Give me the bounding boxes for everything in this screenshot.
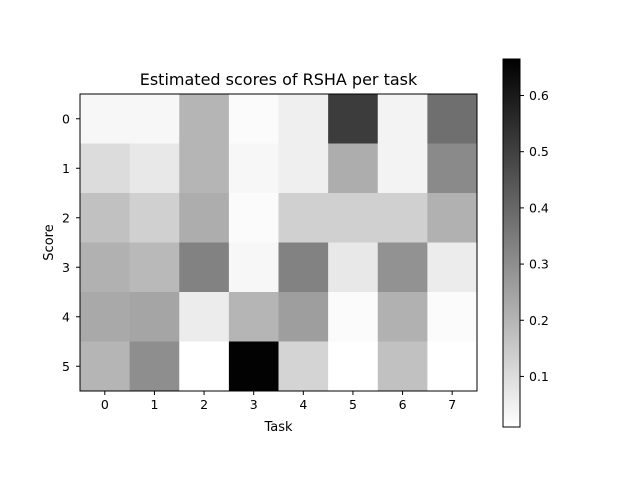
y-tick-label: 5 <box>62 359 70 374</box>
heatmap-cell <box>377 143 428 194</box>
heatmap-cell <box>377 292 428 342</box>
heatmap-cell <box>179 242 230 293</box>
x-axis-label: Task <box>263 420 293 435</box>
heatmap-cell <box>328 292 379 342</box>
y-tick-label: 0 <box>62 111 70 126</box>
heatmap-cell <box>278 193 329 243</box>
heatmap-cell <box>377 242 428 293</box>
heatmap-cell <box>228 292 280 342</box>
colorbar <box>502 58 521 428</box>
heatmap-cell <box>427 292 478 342</box>
heatmap-cell <box>427 242 478 293</box>
heatmap-cell <box>228 242 280 293</box>
heatmap-cell <box>129 341 180 392</box>
y-axis-ticks: 0 1 2 3 4 5 <box>62 111 80 374</box>
x-tick-label: 0 <box>101 397 109 412</box>
plot-frame <box>79 93 478 392</box>
y-tick-label: 4 <box>62 309 70 324</box>
heatmap-cell <box>427 193 478 243</box>
heatmap-cell <box>328 193 379 243</box>
heatmap-cell <box>228 143 280 194</box>
heatmap-cell <box>129 94 180 144</box>
x-tick-label: 7 <box>448 397 456 412</box>
y-tick-label: 1 <box>62 161 70 176</box>
heatmap-cell <box>80 94 131 144</box>
colorbar-tick-label: 0.4 <box>529 200 549 215</box>
heatmap-cell <box>179 292 230 342</box>
heatmap-cell <box>179 341 230 392</box>
heatmap-cell <box>328 94 379 144</box>
colorbar-tick-label: 0.5 <box>529 144 549 159</box>
heatmap-cell <box>179 193 230 243</box>
x-tick-label: 6 <box>399 397 407 412</box>
x-axis-ticks: 0 1 2 3 4 5 6 7 <box>101 391 456 412</box>
heatmap-cell <box>129 242 180 293</box>
y-axis-label: Score <box>42 224 57 260</box>
heatmap-cell <box>129 292 180 342</box>
x-tick-label: 5 <box>349 397 357 412</box>
heatmap-cell <box>427 341 478 392</box>
heatmap-cell <box>377 193 428 243</box>
heatmap-cell <box>129 193 180 243</box>
x-tick-label: 4 <box>299 397 307 412</box>
y-tick-label: 2 <box>62 210 70 225</box>
heatmap-cell <box>278 341 329 392</box>
heatmap-cell <box>228 193 280 243</box>
heatmap-cell <box>278 94 329 144</box>
heatmap-cell <box>328 242 379 293</box>
x-tick-label: 1 <box>150 397 158 412</box>
colorbar-tick-label: 0.1 <box>529 369 549 384</box>
heatmap-cell <box>278 143 329 194</box>
heatmap-cell <box>228 94 280 144</box>
heatmap-cell <box>278 292 329 342</box>
heatmap-cells <box>80 94 478 392</box>
heatmap-cell <box>80 143 131 194</box>
heatmap-cell <box>179 94 230 144</box>
heatmap-cell <box>278 242 329 293</box>
chart-title: Estimated scores of RSHA per task <box>140 70 418 89</box>
x-tick-label: 2 <box>200 397 208 412</box>
colorbar-tick-label: 0.6 <box>529 88 549 103</box>
heatmap-cell <box>328 341 379 392</box>
heatmap-cell <box>80 242 131 293</box>
heatmap-cell <box>80 193 131 243</box>
x-tick-label: 3 <box>250 397 258 412</box>
heatmap-cell <box>328 143 379 194</box>
y-tick-label: 3 <box>62 260 70 275</box>
colorbar-tick-label: 0.2 <box>529 313 549 328</box>
colorbar-ticks: 0.1 0.2 0.3 0.4 0.5 0.6 <box>520 88 549 384</box>
heatmap-cell <box>179 143 230 194</box>
heatmap-cell <box>80 292 131 342</box>
heatmap-cell <box>228 341 280 392</box>
heatmap-cell <box>377 341 428 392</box>
heatmap-cell <box>129 143 180 194</box>
heatmap-cell <box>427 143 478 194</box>
colorbar-tick-label: 0.3 <box>529 257 549 272</box>
heatmap-cell <box>427 94 478 144</box>
heatmap-cell <box>377 94 428 144</box>
heatmap-cell <box>80 341 131 392</box>
